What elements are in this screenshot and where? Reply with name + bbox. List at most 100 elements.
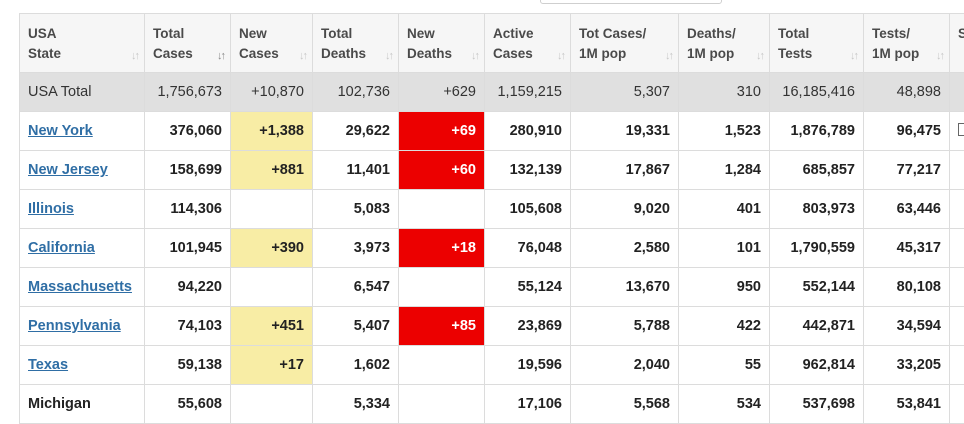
column-header-tot-cases-per-1m[interactable]: Tot Cases/ 1M pop↓↑: [571, 14, 679, 73]
column-header-deaths-per-1m[interactable]: Deaths/ 1M pop↓↑: [679, 14, 770, 73]
header-row: USA State↓↑Total Cases↓↑New Cases↓↑Total…: [20, 14, 964, 73]
cell-deaths-per-1m: 55: [679, 346, 770, 385]
cell-edge: [950, 385, 964, 424]
cell-total-tests: 16,185,416: [770, 73, 864, 112]
cell-tests-per-1m: 63,446: [864, 190, 950, 229]
column-header-label: USA State: [28, 24, 136, 64]
state-link[interactable]: Texas: [28, 357, 68, 373]
cell-new-deaths: [399, 385, 485, 424]
column-header-label: S: [958, 24, 964, 44]
sort-arrows-icon[interactable]: ↓↑: [557, 46, 564, 66]
cell-tests-per-1m: 34,594: [864, 307, 950, 346]
sort-arrows-icon[interactable]: ↓↑: [936, 46, 943, 66]
column-header-label: New Cases: [239, 24, 304, 64]
cell-new-cases: [231, 385, 313, 424]
sort-arrows-icon[interactable]: ↓↑: [665, 46, 672, 66]
cell-tests-per-1m: 48,898: [864, 73, 950, 112]
cell-new-cases: +881: [231, 151, 313, 190]
sort-arrows-icon[interactable]: ↓↑: [471, 46, 478, 66]
column-header-total-cases[interactable]: Total Cases↓↑: [145, 14, 231, 73]
cell-total-tests: 962,814: [770, 346, 864, 385]
cell-total-deaths: 102,736: [313, 73, 399, 112]
cell-total-cases: 94,220: [145, 268, 231, 307]
state-cell: New Jersey: [20, 151, 145, 190]
sort-arrows-icon[interactable]: ↓↑: [850, 46, 857, 66]
cell-tests-per-1m: 45,317: [864, 229, 950, 268]
state-link[interactable]: Massachusetts: [28, 279, 132, 295]
cell-total-tests: 685,857: [770, 151, 864, 190]
column-header-state[interactable]: USA State↓↑: [20, 14, 145, 73]
cell-total-tests: 552,144: [770, 268, 864, 307]
bracket-icon: [958, 123, 964, 136]
column-header-active-cases[interactable]: Active Cases↓↑: [485, 14, 571, 73]
cell-tot-cases-per-1m: 5,307: [571, 73, 679, 112]
cell-deaths-per-1m: 1,523: [679, 112, 770, 151]
column-header-label: New Deaths: [407, 24, 476, 64]
cell-new-cases: +1,388: [231, 112, 313, 151]
sort-arrows-icon[interactable]: ↓↑: [131, 46, 138, 66]
column-header-source[interactable]: S: [950, 14, 964, 73]
column-header-new-deaths[interactable]: New Deaths↓↑: [399, 14, 485, 73]
sort-arrows-icon[interactable]: ↓↑: [756, 46, 763, 66]
cell-active-cases: 132,139: [485, 151, 571, 190]
cell-active-cases: 23,869: [485, 307, 571, 346]
sort-arrows-icon[interactable]: ↓↑: [299, 46, 306, 66]
column-header-label: Active Cases: [493, 24, 562, 64]
cell-tests-per-1m: 80,108: [864, 268, 950, 307]
sort-arrows-icon[interactable]: ↓↑: [217, 46, 224, 66]
state-link[interactable]: California: [28, 240, 95, 256]
state-link[interactable]: New Jersey: [28, 162, 108, 178]
cell-active-cases: 19,596: [485, 346, 571, 385]
cell-total-deaths: 6,547: [313, 268, 399, 307]
cell-new-deaths: +18: [399, 229, 485, 268]
column-header-tests-per-1m[interactable]: Tests/ 1M pop↓↑: [864, 14, 950, 73]
cell-deaths-per-1m: 101: [679, 229, 770, 268]
cell-deaths-per-1m: 1,284: [679, 151, 770, 190]
column-header-total-tests[interactable]: Total Tests↓↑: [770, 14, 864, 73]
cell-total-cases: 59,138: [145, 346, 231, 385]
cell-total-deaths: 5,407: [313, 307, 399, 346]
search-box-edge[interactable]: [540, 0, 722, 4]
cell-active-cases: 55,124: [485, 268, 571, 307]
cell-tot-cases-per-1m: 17,867: [571, 151, 679, 190]
state-cell: Pennsylvania: [20, 307, 145, 346]
cell-deaths-per-1m: 422: [679, 307, 770, 346]
state-cell: Massachusetts: [20, 268, 145, 307]
cell-new-deaths: [399, 268, 485, 307]
cell-active-cases: 1,159,215: [485, 73, 571, 112]
cell-total-cases: 101,945: [145, 229, 231, 268]
cell-total-cases: 1,756,673: [145, 73, 231, 112]
column-header-label: Deaths/ 1M pop: [687, 24, 761, 64]
cell-new-cases: +10,870: [231, 73, 313, 112]
cell-tot-cases-per-1m: 2,040: [571, 346, 679, 385]
column-header-label: Total Cases: [153, 24, 222, 64]
cell-edge: [950, 190, 964, 229]
cell-total-tests: 537,698: [770, 385, 864, 424]
cell-total-cases: 376,060: [145, 112, 231, 151]
cell-tot-cases-per-1m: 13,670: [571, 268, 679, 307]
cell-total-deaths: 1,602: [313, 346, 399, 385]
cell-total-deaths: 3,973: [313, 229, 399, 268]
sort-arrows-icon[interactable]: ↓↑: [385, 46, 392, 66]
cell-edge: [950, 307, 964, 346]
state-cell: Illinois: [20, 190, 145, 229]
column-header-total-deaths[interactable]: Total Deaths↓↑: [313, 14, 399, 73]
state-link[interactable]: Illinois: [28, 201, 74, 217]
cell-tests-per-1m: 33,205: [864, 346, 950, 385]
state-cell: Michigan: [20, 385, 145, 424]
state-name: USA Total: [20, 73, 145, 112]
state-link[interactable]: Pennsylvania: [28, 318, 121, 334]
cell-new-deaths: +85: [399, 307, 485, 346]
column-header-new-cases[interactable]: New Cases↓↑: [231, 14, 313, 73]
column-header-label: Total Deaths: [321, 24, 390, 64]
cell-edge: [950, 268, 964, 307]
cell-total-deaths: 5,334: [313, 385, 399, 424]
cell-active-cases: 280,910: [485, 112, 571, 151]
usa-states-table: USA State↓↑Total Cases↓↑New Cases↓↑Total…: [19, 13, 964, 424]
state-link[interactable]: New York: [28, 123, 93, 139]
